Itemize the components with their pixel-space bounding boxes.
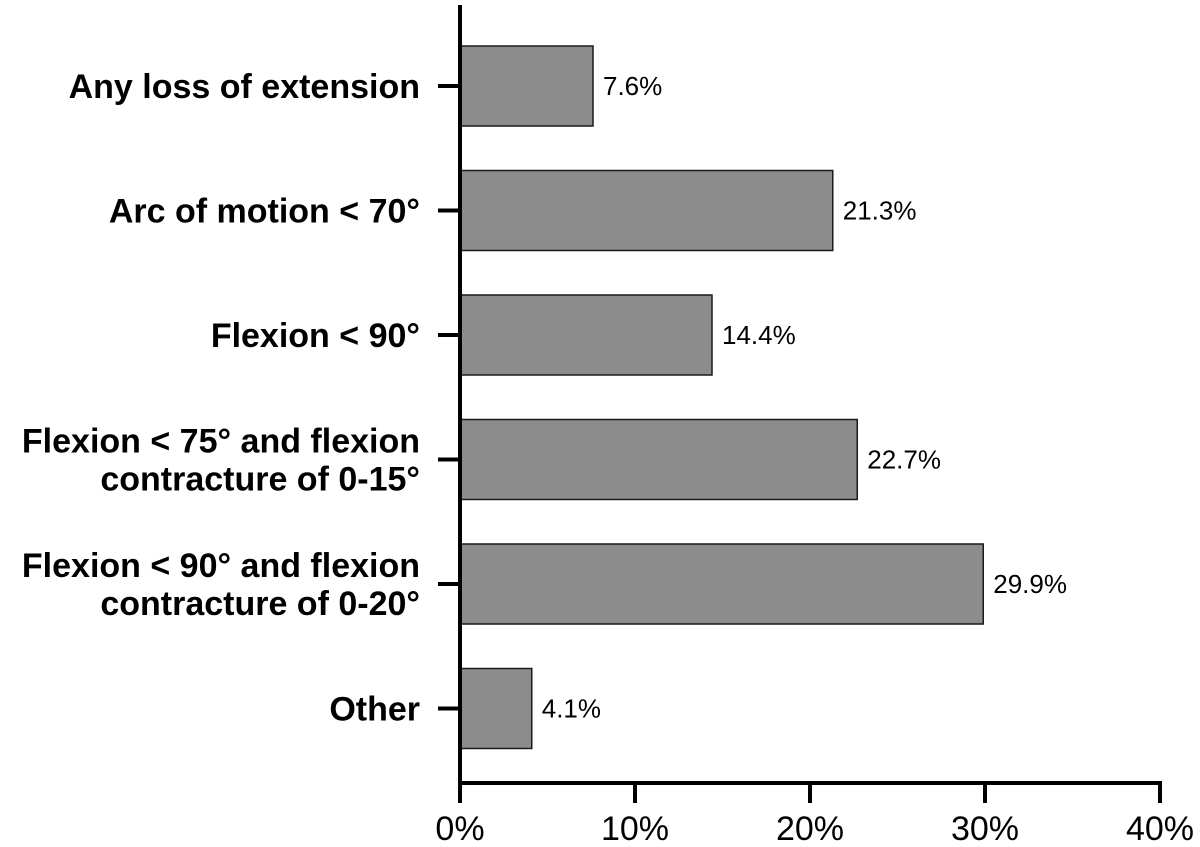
bar-4 <box>459 418 858 501</box>
category-label-5: Flexion < 90° and flexion contracture of … <box>22 547 420 623</box>
category-label-2: Arc of motion < 70° <box>109 193 420 231</box>
y-axis <box>438 5 462 785</box>
value-label-5: 29.9% <box>993 569 1067 599</box>
value-label-1: 7.6% <box>603 71 662 101</box>
bar-3 <box>459 294 713 376</box>
x-tick-label-3: 20% <box>776 810 844 847</box>
bar-1 <box>459 45 594 127</box>
value-label-6: 4.1% <box>542 694 601 724</box>
x-tick-label-1: 0% <box>435 810 484 847</box>
category-label-4: Flexion < 75° and flexion contracture of … <box>22 423 420 499</box>
category-label-1: Any loss of extension <box>69 68 420 106</box>
value-label-2: 21.3% <box>843 196 917 226</box>
x-tick-label-5: 40% <box>1126 810 1194 847</box>
x-axis: 0% 10% 20% 30% 40% <box>435 781 1194 847</box>
bar-6 <box>459 667 533 750</box>
category-label-6: Other <box>329 691 420 729</box>
value-labels-group: 7.6% 21.3% 14.4% 22.7% 29.9% 4.1% <box>542 71 1067 724</box>
bars-group <box>459 45 984 750</box>
category-label-3: Flexion < 90° <box>211 317 420 355</box>
bar-5 <box>459 543 984 625</box>
x-tick-label-2: 10% <box>601 810 669 847</box>
value-label-4: 22.7% <box>867 445 941 475</box>
x-tick-label-4: 30% <box>951 810 1019 847</box>
category-labels-group: Any loss of extension Arc of motion < 70°… <box>22 68 420 729</box>
value-label-3: 14.4% <box>722 320 796 350</box>
bar-2 <box>459 169 834 252</box>
